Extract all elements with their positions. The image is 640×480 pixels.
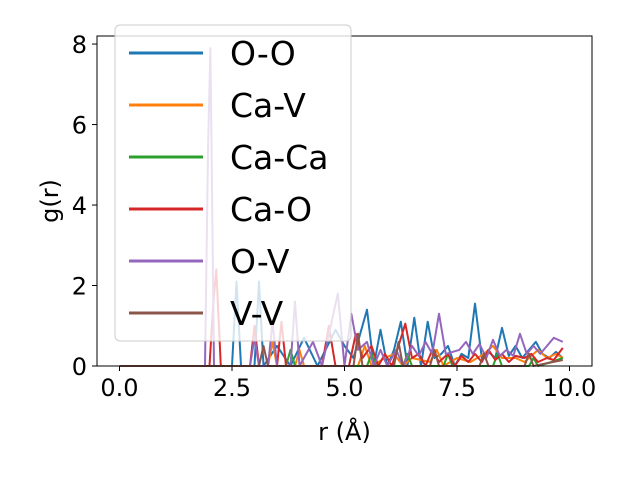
- x-tick-label: 10.0: [543, 374, 596, 402]
- legend-label-ca-v: Ca-V: [230, 86, 306, 125]
- series-line-o-o: [119, 280, 564, 367]
- y-tick-label: 8: [72, 31, 87, 59]
- x-tick-label: 5.0: [325, 374, 363, 402]
- x-tick-label: 0.0: [100, 374, 138, 402]
- x-tick-label: 2.5: [213, 374, 251, 402]
- legend: O-O Ca-V Ca-Ca Ca-O O-V V-V: [114, 24, 352, 342]
- x-axis-ticks: 0.0 2.5 5.0 7.5 10.0: [100, 366, 596, 402]
- legend-label-v-v: V-V: [230, 294, 284, 333]
- legend-label-ca-o: Ca-O: [230, 190, 312, 229]
- legend-label-ca-ca: Ca-Ca: [230, 138, 328, 177]
- legend-items: O-O Ca-V Ca-Ca Ca-O O-V V-V: [129, 34, 328, 333]
- y-tick-label: 4: [72, 192, 87, 220]
- legend-label-o-o: O-O: [230, 34, 296, 73]
- y-tick-label: 6: [72, 112, 87, 140]
- y-tick-label: 0: [72, 353, 87, 381]
- y-axis-ticks: 0 2 4 6 8: [72, 31, 97, 381]
- legend-label-o-v: O-V: [230, 242, 290, 281]
- x-tick-label: 7.5: [438, 374, 476, 402]
- y-tick-label: 2: [72, 273, 87, 301]
- x-axis-label: r (Å): [318, 417, 371, 446]
- y-axis-label: g(r): [36, 179, 64, 223]
- series-line-ca-v: [119, 340, 564, 367]
